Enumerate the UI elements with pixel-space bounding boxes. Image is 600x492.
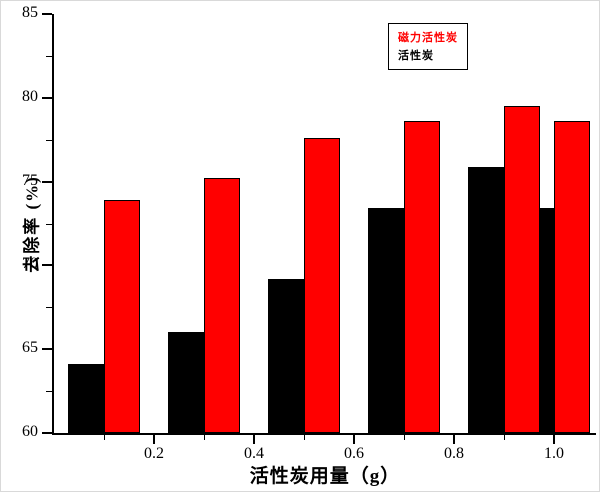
bar-活性炭-0.7 bbox=[368, 208, 404, 433]
y-tick-label: 85 bbox=[22, 4, 38, 22]
y-major-tick bbox=[42, 96, 52, 99]
y-tick-label: 75 bbox=[22, 171, 38, 189]
y-major-tick bbox=[42, 348, 52, 351]
y-tick-label: 80 bbox=[22, 87, 38, 105]
x-major-tick bbox=[353, 435, 355, 444]
y-minor-tick bbox=[46, 307, 52, 309]
bar-磁力活性炭-0.5 bbox=[304, 138, 340, 433]
x-major-tick bbox=[253, 435, 255, 444]
bar-磁力活性炭-1 bbox=[554, 121, 590, 433]
y-minor-tick bbox=[46, 391, 52, 393]
bar-磁力活性炭-0.3 bbox=[204, 178, 240, 433]
bar-活性炭-0.3 bbox=[168, 332, 204, 433]
bar-活性炭-0.1 bbox=[68, 364, 104, 433]
plot-area: 60 65 70 75 80 85 0.2 0.4 0.6 0.8 1.0 去除率 (%) 活性炭用… bbox=[22, 4, 596, 487]
bar-活性炭-0.9 bbox=[468, 166, 504, 433]
legend-box: 磁力活性炭 活性炭 bbox=[388, 23, 468, 70]
x-axis-title: 活性炭用量（g） bbox=[249, 466, 401, 487]
y-minor-tick bbox=[46, 223, 52, 225]
x-tick-label: 0.4 bbox=[244, 445, 264, 462]
x-minor-tick bbox=[504, 435, 505, 440]
y-major-tick bbox=[42, 264, 52, 267]
x-major-tick bbox=[453, 435, 455, 444]
x-major-tick bbox=[553, 435, 555, 444]
x-minor-tick bbox=[104, 435, 105, 440]
x-minor-tick bbox=[204, 435, 205, 440]
bar-磁力活性炭-0.1 bbox=[104, 200, 140, 433]
x-tick-label: 0.6 bbox=[344, 445, 364, 462]
x-major-tick bbox=[153, 435, 155, 444]
x-tick-label: 0.2 bbox=[144, 445, 164, 462]
y-major-tick bbox=[42, 432, 52, 434]
bar-磁力活性炭-0.7 bbox=[404, 121, 440, 433]
y-tick-label: 70 bbox=[22, 255, 38, 273]
bar-磁力活性炭-0.9 bbox=[504, 106, 540, 433]
x-tick-label: 0.8 bbox=[444, 445, 464, 462]
x-minor-tick bbox=[304, 435, 305, 440]
y-tick-label: 65 bbox=[22, 339, 38, 357]
legend-entry-磁力活性炭: 磁力活性炭 bbox=[398, 32, 458, 44]
y-axis-title: 去除率 (%) bbox=[22, 174, 42, 273]
bar-活性炭-0.5 bbox=[268, 278, 304, 433]
y-tick-label: 60 bbox=[22, 423, 38, 441]
x-minor-tick bbox=[404, 435, 405, 440]
x-tick-label: 1.0 bbox=[544, 445, 564, 462]
legend-entry-活性炭: 活性炭 bbox=[398, 50, 434, 62]
y-major-tick bbox=[42, 180, 52, 183]
y-minor-tick bbox=[46, 139, 52, 141]
y-minor-tick bbox=[46, 55, 52, 57]
y-major-tick bbox=[42, 13, 52, 15]
